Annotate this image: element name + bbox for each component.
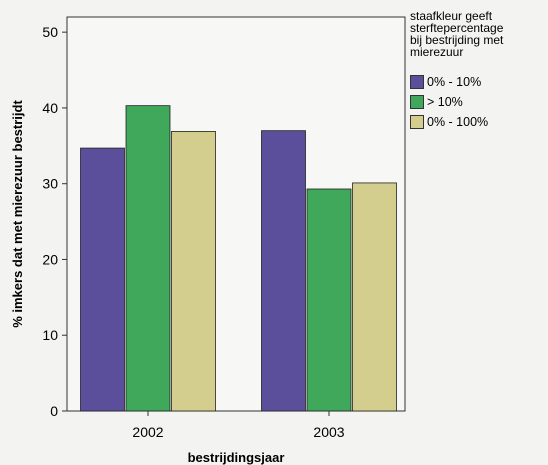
legend-item: 0% - 100% [410, 112, 546, 132]
bar-2003-1 [306, 188, 352, 412]
legend-swatch [410, 95, 424, 109]
y-axis: 0 10 20 30 40 50 [42, 24, 67, 419]
y-tick-label: 50 [42, 24, 58, 40]
legend-item: > 10% [410, 92, 546, 112]
bars-group [80, 105, 397, 412]
bar-2003-0 [261, 130, 306, 412]
y-tick-label: 20 [42, 251, 58, 267]
legend-items: 0% - 10% > 10% 0% - 100% [410, 72, 546, 132]
bar-2003-2 [352, 182, 397, 412]
legend-swatch [410, 115, 424, 129]
bar-2002-0 [80, 147, 125, 412]
legend-label: 0% - 100% [427, 115, 489, 129]
legend-title: staafkleur geeft sterftepercentage bij b… [410, 9, 504, 59]
bar-2002-2 [171, 131, 216, 412]
legend-item: 0% - 10% [410, 72, 546, 92]
y-tick-label: 0 [50, 403, 58, 419]
y-tick-label: 40 [42, 100, 58, 116]
x-tick-label: 2002 [132, 424, 163, 440]
y-tick-label: 10 [42, 327, 58, 343]
y-axis-label: % imkers dat met mierezuur bestrijdt [10, 100, 25, 328]
x-axis-label: bestrijdingsjaar [188, 450, 285, 465]
legend: staafkleur geeft sterftepercentage bij b… [410, 10, 546, 132]
legend-swatch [410, 75, 424, 89]
x-axis: 2002 2003 [132, 411, 345, 440]
y-tick-label: 30 [42, 176, 58, 192]
x-tick-label: 2003 [313, 424, 344, 440]
bar-2002-1 [125, 105, 171, 412]
legend-label: 0% - 10% [427, 75, 482, 89]
legend-label: > 10% [427, 95, 463, 109]
